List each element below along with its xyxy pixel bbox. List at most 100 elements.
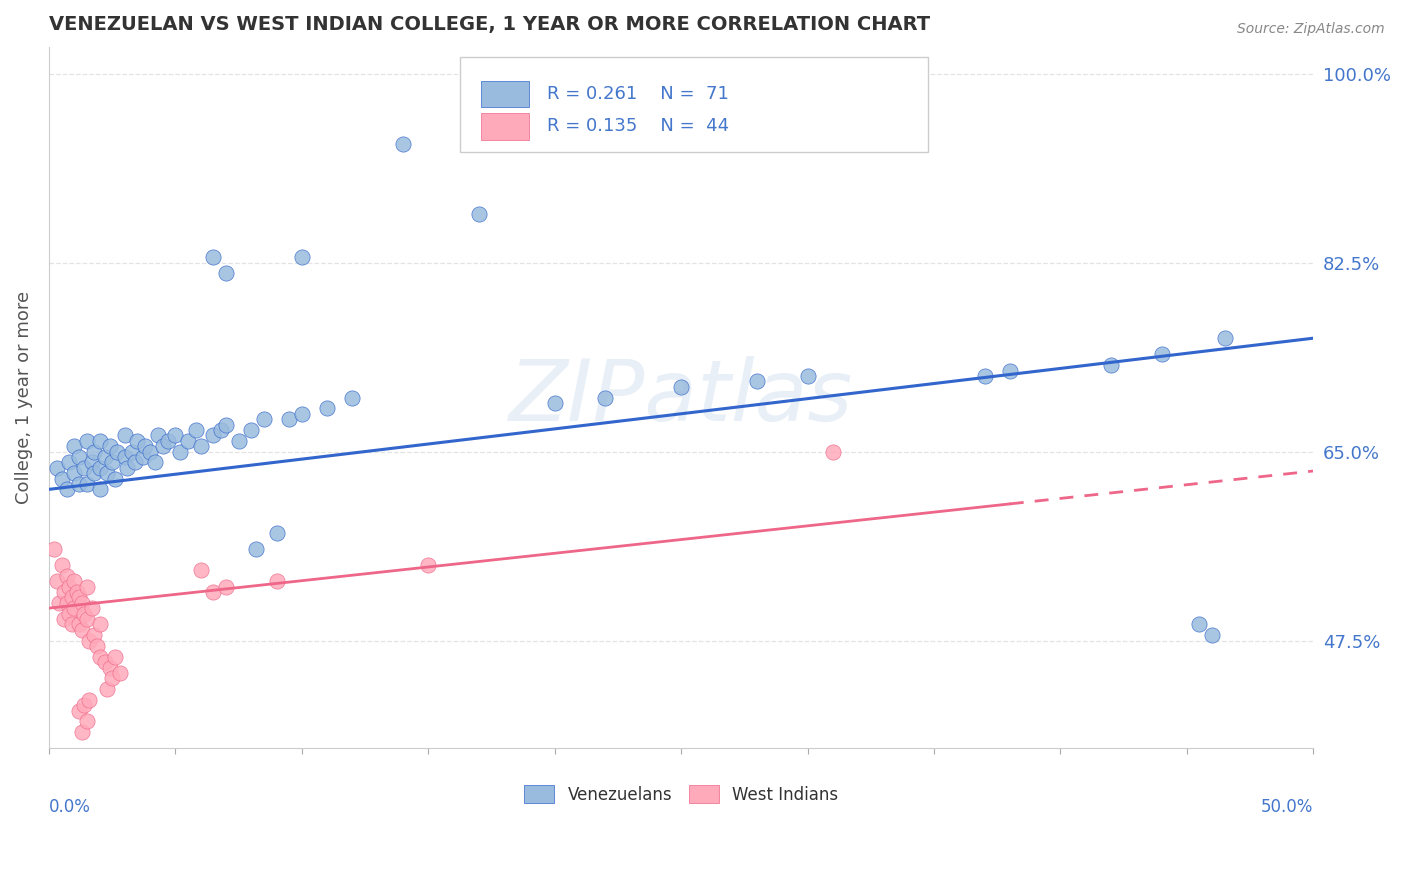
Point	[86, 639, 108, 653]
Point	[215, 267, 238, 281]
Point	[70, 623, 93, 637]
Point	[51, 471, 73, 485]
Point	[96, 466, 118, 480]
Point	[89, 483, 111, 497]
Point	[209, 423, 232, 437]
Point	[121, 444, 143, 458]
Point	[134, 439, 156, 453]
Point	[63, 466, 86, 480]
Point	[67, 450, 90, 464]
Point	[89, 460, 111, 475]
Point	[73, 698, 96, 713]
Point	[104, 471, 127, 485]
Point	[93, 450, 115, 464]
Point	[392, 136, 415, 151]
Point	[266, 525, 288, 540]
Point	[152, 439, 174, 453]
Point	[96, 682, 118, 697]
Point	[146, 428, 169, 442]
Bar	[481, 113, 530, 140]
Point	[202, 428, 225, 442]
Point	[291, 407, 314, 421]
Point	[76, 714, 98, 729]
Point	[58, 455, 80, 469]
Text: VENEZUELAN VS WEST INDIAN COLLEGE, 1 YEAR OR MORE CORRELATION CHART: VENEZUELAN VS WEST INDIAN COLLEGE, 1 YEA…	[49, 15, 931, 34]
Point	[101, 455, 124, 469]
Point	[418, 558, 440, 572]
Point	[101, 671, 124, 685]
Point	[73, 460, 96, 475]
Point	[998, 363, 1021, 377]
Y-axis label: College, 1 year or more: College, 1 year or more	[15, 291, 32, 504]
Point	[215, 580, 238, 594]
Point	[98, 660, 121, 674]
Bar	[481, 80, 530, 107]
Point	[93, 655, 115, 669]
Text: 50.0%: 50.0%	[1261, 797, 1313, 815]
Point	[58, 580, 80, 594]
Point	[973, 369, 995, 384]
Point	[76, 434, 98, 448]
Point	[45, 574, 67, 588]
Point	[1188, 617, 1211, 632]
Point	[114, 450, 136, 464]
Text: Source: ZipAtlas.com: Source: ZipAtlas.com	[1237, 22, 1385, 37]
Point	[66, 585, 89, 599]
Point	[76, 612, 98, 626]
Point	[53, 612, 76, 626]
Point	[73, 607, 96, 621]
Point	[240, 423, 263, 437]
Point	[63, 439, 86, 453]
Point	[80, 455, 103, 469]
Point	[117, 460, 139, 475]
Point	[60, 617, 83, 632]
Point	[124, 455, 146, 469]
Point	[79, 633, 101, 648]
Point	[278, 412, 301, 426]
Point	[745, 375, 768, 389]
Point	[55, 596, 77, 610]
Point	[593, 391, 616, 405]
Point	[796, 369, 818, 384]
Point	[70, 596, 93, 610]
Point	[131, 450, 153, 464]
Point	[53, 585, 76, 599]
Point	[80, 601, 103, 615]
Point	[67, 477, 90, 491]
Text: ZIPatlas: ZIPatlas	[509, 356, 853, 439]
Point	[105, 444, 128, 458]
Point	[165, 428, 187, 442]
Point	[156, 434, 179, 448]
Point	[51, 558, 73, 572]
Point	[215, 417, 238, 432]
Point	[291, 250, 314, 264]
Point	[98, 439, 121, 453]
Point	[1099, 358, 1122, 372]
Point	[89, 649, 111, 664]
Point	[67, 617, 90, 632]
Point	[544, 396, 567, 410]
Point	[83, 466, 105, 480]
Text: R = 0.261    N =  71: R = 0.261 N = 71	[547, 85, 728, 103]
Point	[79, 693, 101, 707]
Point	[42, 541, 65, 556]
Point	[127, 434, 149, 448]
Point	[468, 207, 491, 221]
Text: R = 0.135    N =  44: R = 0.135 N = 44	[547, 118, 730, 136]
Point	[89, 617, 111, 632]
Point	[76, 477, 98, 491]
Point	[228, 434, 250, 448]
Point	[45, 460, 67, 475]
Point	[1201, 628, 1223, 642]
Point	[190, 563, 212, 577]
Point	[202, 585, 225, 599]
Point	[63, 574, 86, 588]
Point	[55, 483, 77, 497]
Point	[184, 423, 207, 437]
Point	[70, 725, 93, 739]
Point	[55, 568, 77, 582]
Point	[245, 541, 267, 556]
Point	[253, 412, 276, 426]
Point	[76, 580, 98, 594]
Point	[108, 665, 131, 680]
